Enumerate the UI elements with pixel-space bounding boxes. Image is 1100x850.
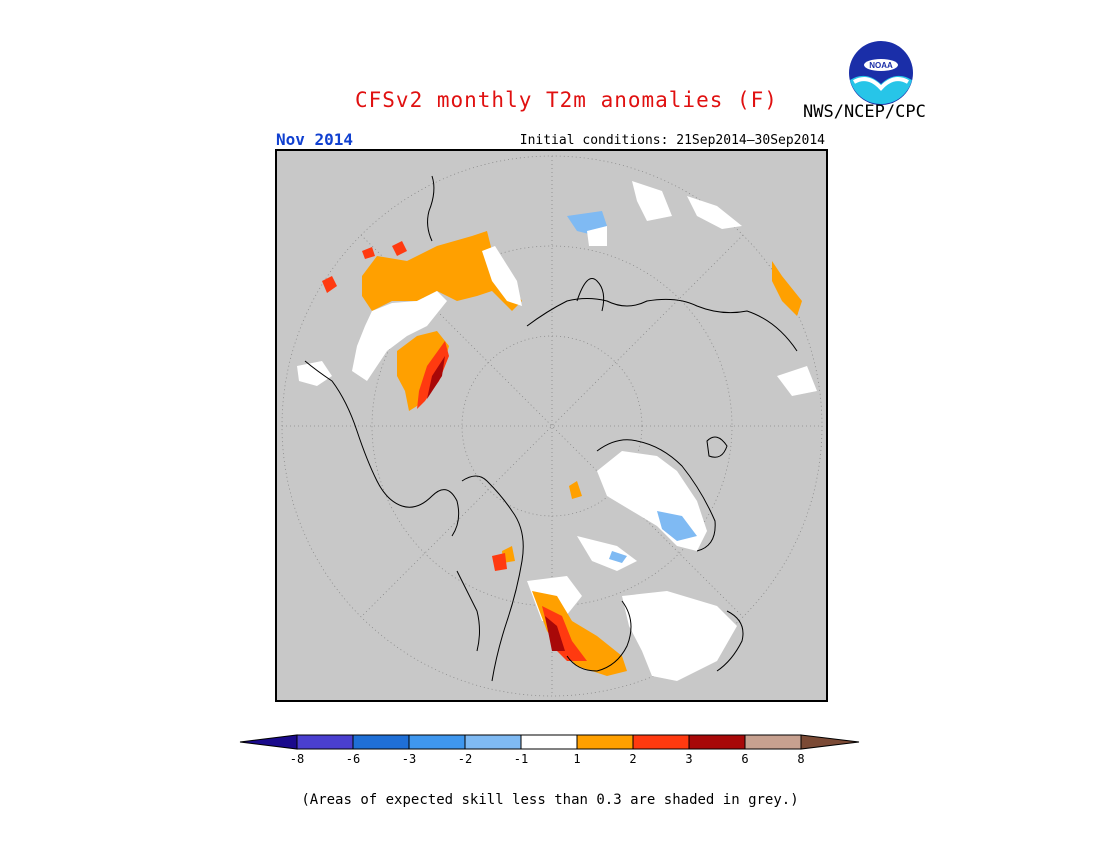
colorbar-bin-2 xyxy=(352,734,410,750)
scandinavia-white xyxy=(352,291,447,381)
initial-conditions: Initial conditions: 21Sep2014—30Sep2014 xyxy=(519,133,825,148)
europe-red-dots xyxy=(322,241,407,293)
arctic-islands-white xyxy=(577,536,637,571)
colorbar-tick-label: 2 xyxy=(629,752,636,766)
greenland-cold-patch xyxy=(657,511,697,541)
beringia-white xyxy=(777,366,817,396)
colorbar-bin-6 xyxy=(576,734,634,750)
noaa-logo: NOAA xyxy=(849,41,913,105)
anomaly-map xyxy=(275,149,828,702)
north-america-warm xyxy=(532,591,627,676)
colorbar-bin-1 xyxy=(296,734,354,750)
west-africa-coast-warm xyxy=(397,331,449,411)
coastlines xyxy=(304,175,798,682)
svg-text:NOAA: NOAA xyxy=(869,61,893,70)
colorbar-bin-4 xyxy=(464,734,522,750)
colorbar-tick-label: -2 xyxy=(458,752,472,766)
skill-note: (Areas of expected skill less than 0.3 a… xyxy=(301,792,799,808)
arctic-cold-dash xyxy=(609,551,627,563)
colorbar-tick-label: -1 xyxy=(514,752,528,766)
colorbar: -8 -6 -3 -2 -1 1 2 3 6 8 xyxy=(239,734,860,766)
colorbar-tick-label: 3 xyxy=(685,752,692,766)
colorbar-bin-9 xyxy=(744,734,802,750)
colorbar-tick-label: -6 xyxy=(346,752,360,766)
pacific-red-bit xyxy=(492,553,507,571)
europe-white-patch xyxy=(482,246,522,306)
colorbar-bin-0 xyxy=(239,734,298,750)
colorbar-tick-label: -3 xyxy=(402,752,416,766)
colorbar-bin-3 xyxy=(408,734,466,750)
agency-label: NWS/NCEP/CPC xyxy=(803,102,926,122)
colorbar-bin-5 xyxy=(520,734,578,750)
colorbar-tick-label: 6 xyxy=(741,752,748,766)
colorbar-tick-label: -8 xyxy=(290,752,304,766)
colorbar-tick-label: 1 xyxy=(573,752,580,766)
colorbar-tick-label: 8 xyxy=(797,752,804,766)
hudson-bay-white xyxy=(622,591,737,681)
alaska-warm xyxy=(772,261,802,316)
chart-title: CFSv2 monthly T2m anomalies (F) xyxy=(355,88,778,112)
canada-orange-bits xyxy=(502,481,582,563)
spain-white xyxy=(297,361,332,386)
north-america-very-hot xyxy=(545,616,565,651)
forecast-month: Nov 2014 xyxy=(276,130,354,149)
anomaly-shading xyxy=(297,181,817,681)
colorbar-bin-7 xyxy=(632,734,690,750)
map-gridlines xyxy=(281,155,823,697)
siberia-white xyxy=(587,181,742,246)
west-africa-coast-very-hot xyxy=(427,356,445,399)
colorbar-bin-8 xyxy=(688,734,746,750)
polar-map-svg xyxy=(281,155,823,697)
colorbar-bin-10 xyxy=(800,734,860,750)
